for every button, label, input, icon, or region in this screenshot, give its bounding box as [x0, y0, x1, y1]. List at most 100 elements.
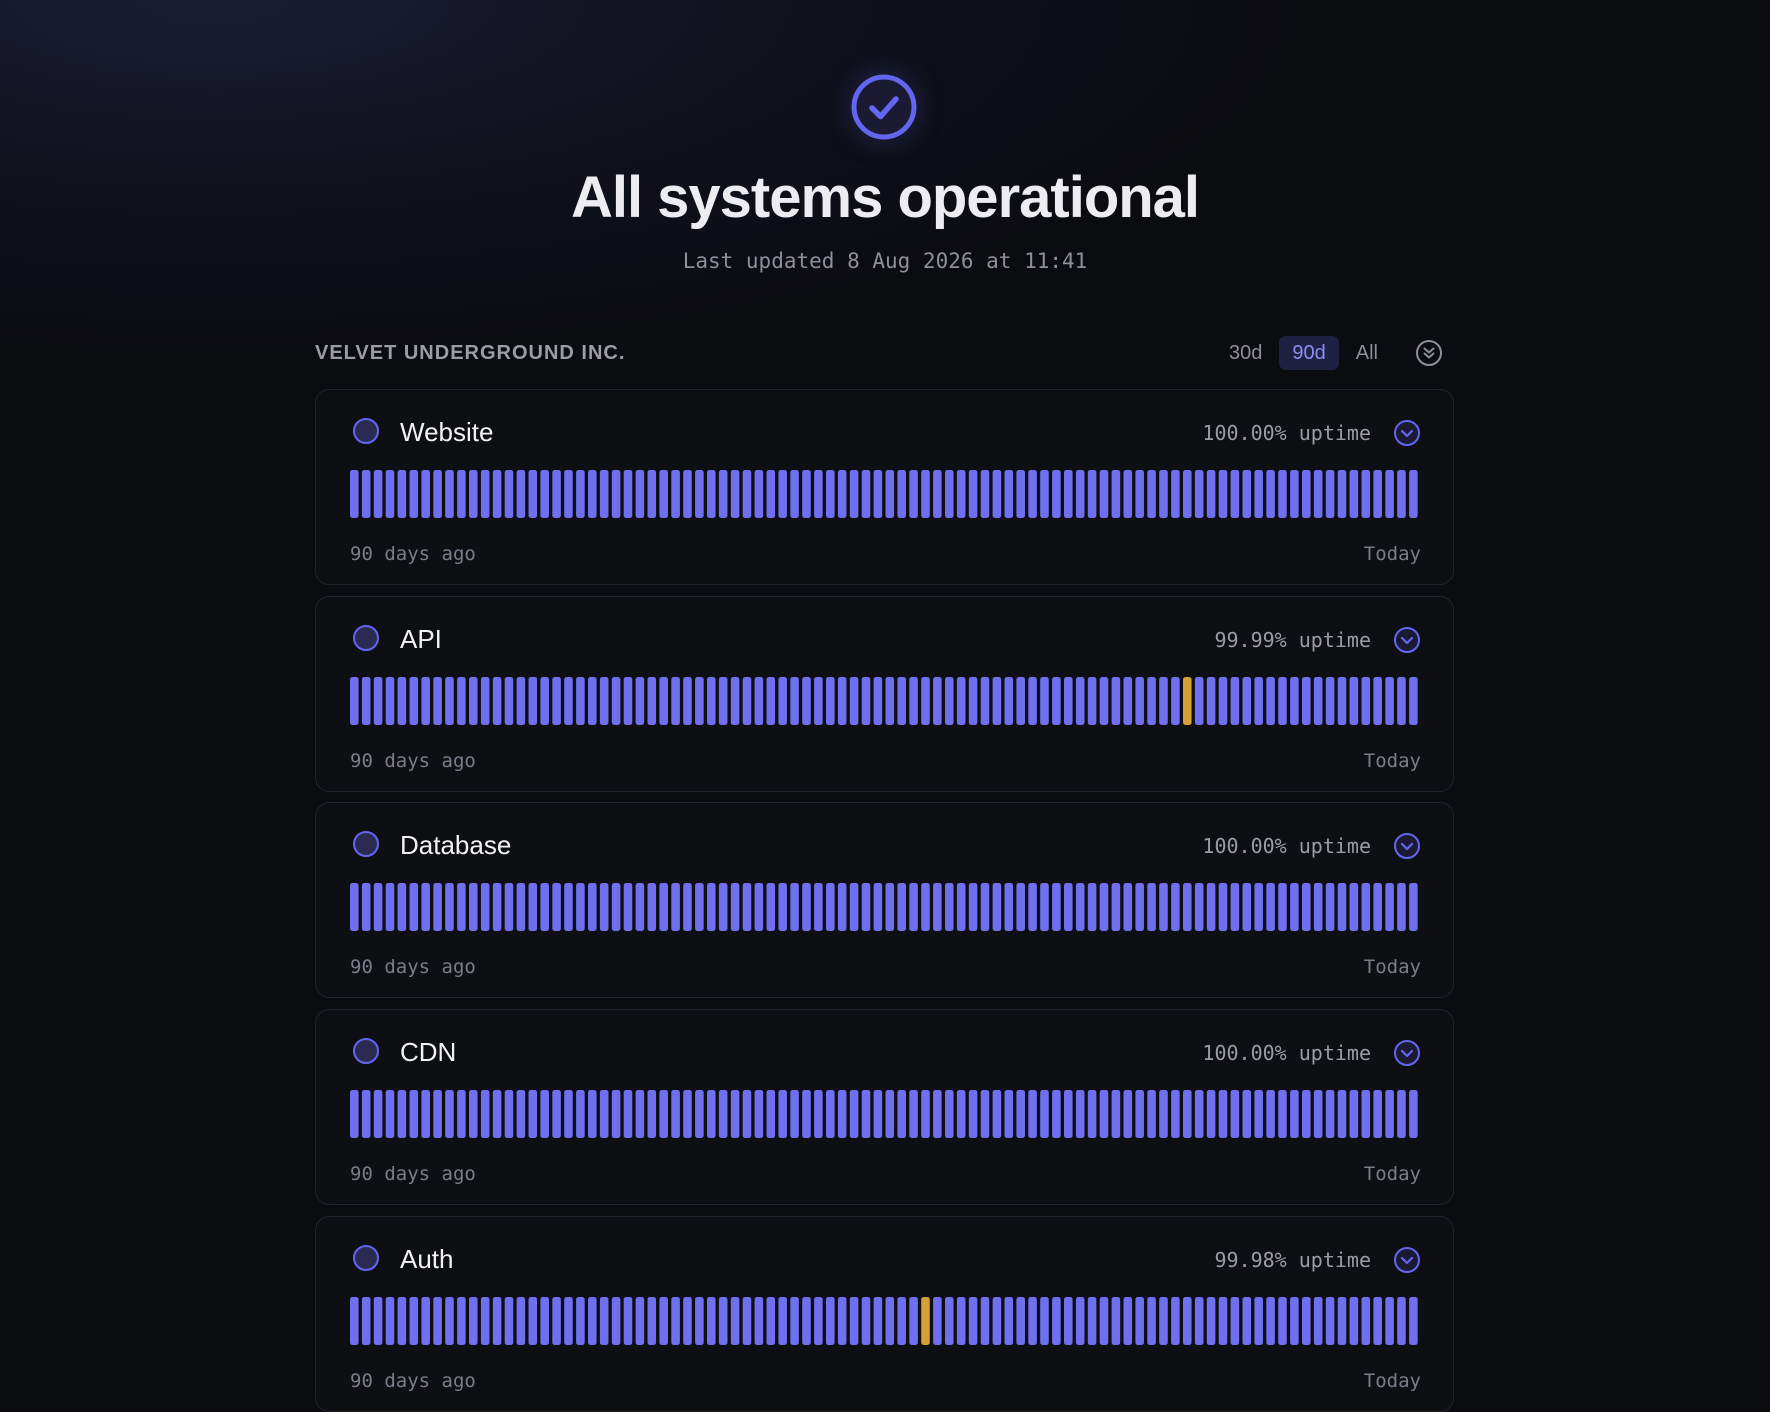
- uptime-bar[interactable]: [492, 883, 502, 931]
- uptime-bar[interactable]: [504, 677, 514, 725]
- uptime-bar[interactable]: [1218, 1090, 1228, 1138]
- uptime-bar[interactable]: [504, 1297, 514, 1345]
- uptime-bar[interactable]: [1266, 1090, 1275, 1138]
- uptime-bar[interactable]: [373, 883, 383, 931]
- uptime-bar[interactable]: [1075, 1090, 1085, 1138]
- uptime-bar[interactable]: [683, 470, 692, 518]
- uptime-bar[interactable]: [1313, 470, 1323, 518]
- uptime-bar[interactable]: [1099, 677, 1109, 725]
- uptime-bar[interactable]: [588, 1297, 597, 1345]
- uptime-bar[interactable]: [885, 470, 895, 518]
- uptime-bar[interactable]: [766, 883, 776, 931]
- uptime-bar[interactable]: [933, 883, 942, 931]
- uptime-bar[interactable]: [921, 883, 930, 931]
- chevron-down-icon[interactable]: [1393, 832, 1421, 860]
- uptime-bar[interactable]: [1385, 470, 1394, 518]
- uptime-bar[interactable]: [1361, 677, 1371, 725]
- uptime-bar[interactable]: [373, 677, 383, 725]
- uptime-bar[interactable]: [1004, 677, 1014, 725]
- uptime-bar[interactable]: [837, 677, 847, 725]
- uptime-bar[interactable]: [1171, 470, 1180, 518]
- chevron-down-icon[interactable]: [1393, 626, 1421, 654]
- uptime-bar[interactable]: [1409, 677, 1418, 725]
- uptime-bar[interactable]: [1123, 470, 1133, 518]
- uptime-bar[interactable]: [861, 1090, 871, 1138]
- uptime-bar[interactable]: [707, 1090, 716, 1138]
- uptime-bar[interactable]: [921, 677, 930, 725]
- uptime-bar[interactable]: [433, 1090, 442, 1138]
- uptime-bar[interactable]: [576, 883, 585, 931]
- uptime-bar[interactable]: [397, 1297, 407, 1345]
- uptime-bar[interactable]: [361, 470, 371, 518]
- uptime-bar[interactable]: [647, 1297, 657, 1345]
- uptime-bar[interactable]: [683, 677, 692, 725]
- uptime-bar[interactable]: [445, 883, 454, 931]
- uptime-bar[interactable]: [1004, 470, 1014, 518]
- uptime-bar[interactable]: [1016, 470, 1025, 518]
- uptime-bar[interactable]: [1052, 1090, 1061, 1138]
- uptime-bar[interactable]: [1099, 1297, 1109, 1345]
- uptime-bar[interactable]: [1052, 1297, 1061, 1345]
- uptime-bar[interactable]: [1206, 1090, 1216, 1138]
- uptime-bar[interactable]: [564, 677, 573, 725]
- uptime-bar[interactable]: [861, 883, 871, 931]
- uptime-bar[interactable]: [1135, 1297, 1144, 1345]
- uptime-bar[interactable]: [1183, 470, 1192, 518]
- uptime-bar[interactable]: [492, 1090, 502, 1138]
- uptime-bar[interactable]: [1349, 1297, 1359, 1345]
- uptime-bar[interactable]: [849, 677, 859, 725]
- uptime-bar[interactable]: [980, 1297, 990, 1345]
- uptime-bar[interactable]: [373, 1297, 383, 1345]
- uptime-bar[interactable]: [1183, 1090, 1192, 1138]
- uptime-bar[interactable]: [1242, 470, 1252, 518]
- uptime-bar[interactable]: [1266, 677, 1275, 725]
- uptime-bar[interactable]: [826, 677, 835, 725]
- uptime-bar[interactable]: [611, 470, 621, 518]
- uptime-bar[interactable]: [695, 883, 704, 931]
- uptime-bar[interactable]: [909, 1297, 918, 1345]
- tab-all[interactable]: All: [1355, 342, 1378, 364]
- uptime-bar[interactable]: [1194, 1090, 1204, 1138]
- uptime-bar-degraded[interactable]: [1183, 677, 1192, 725]
- uptime-bar[interactable]: [778, 1297, 787, 1345]
- uptime-bar[interactable]: [1230, 1297, 1240, 1345]
- uptime-bar[interactable]: [921, 470, 930, 518]
- uptime-bar[interactable]: [683, 883, 692, 931]
- uptime-bar[interactable]: [897, 1297, 906, 1345]
- uptime-bar[interactable]: [1337, 1090, 1347, 1138]
- uptime-bar[interactable]: [1349, 1090, 1359, 1138]
- uptime-bar[interactable]: [956, 1090, 966, 1138]
- uptime-bar[interactable]: [1135, 883, 1144, 931]
- uptime-bar[interactable]: [635, 677, 645, 725]
- uptime-bar[interactable]: [540, 677, 549, 725]
- uptime-bar[interactable]: [992, 1297, 1002, 1345]
- uptime-bar[interactable]: [1242, 677, 1252, 725]
- uptime-bar[interactable]: [718, 1297, 728, 1345]
- uptime-bar[interactable]: [373, 470, 383, 518]
- uptime-bar[interactable]: [1254, 883, 1263, 931]
- uptime-bar[interactable]: [385, 470, 395, 518]
- uptime-bar[interactable]: [588, 677, 597, 725]
- uptime-bar[interactable]: [540, 1297, 549, 1345]
- uptime-bar[interactable]: [528, 1090, 538, 1138]
- uptime-bar[interactable]: [1123, 677, 1133, 725]
- uptime-bar[interactable]: [1040, 1090, 1049, 1138]
- uptime-bar[interactable]: [671, 883, 680, 931]
- uptime-bar[interactable]: [1016, 1090, 1025, 1138]
- uptime-bar[interactable]: [480, 883, 490, 931]
- uptime-bar[interactable]: [790, 1090, 799, 1138]
- uptime-bar[interactable]: [826, 1297, 835, 1345]
- uptime-bar[interactable]: [385, 677, 395, 725]
- uptime-bar[interactable]: [564, 1090, 573, 1138]
- uptime-bar[interactable]: [469, 1090, 478, 1138]
- uptime-bar[interactable]: [718, 1090, 728, 1138]
- uptime-bar[interactable]: [1087, 470, 1097, 518]
- uptime-bar[interactable]: [992, 883, 1002, 931]
- uptime-bar[interactable]: [778, 677, 787, 725]
- uptime-bar[interactable]: [1302, 677, 1311, 725]
- uptime-bar[interactable]: [1409, 470, 1418, 518]
- uptime-bar[interactable]: [1397, 677, 1406, 725]
- tab-30d[interactable]: 30d: [1229, 342, 1263, 364]
- uptime-bar[interactable]: [1230, 677, 1240, 725]
- uptime-bar[interactable]: [695, 677, 704, 725]
